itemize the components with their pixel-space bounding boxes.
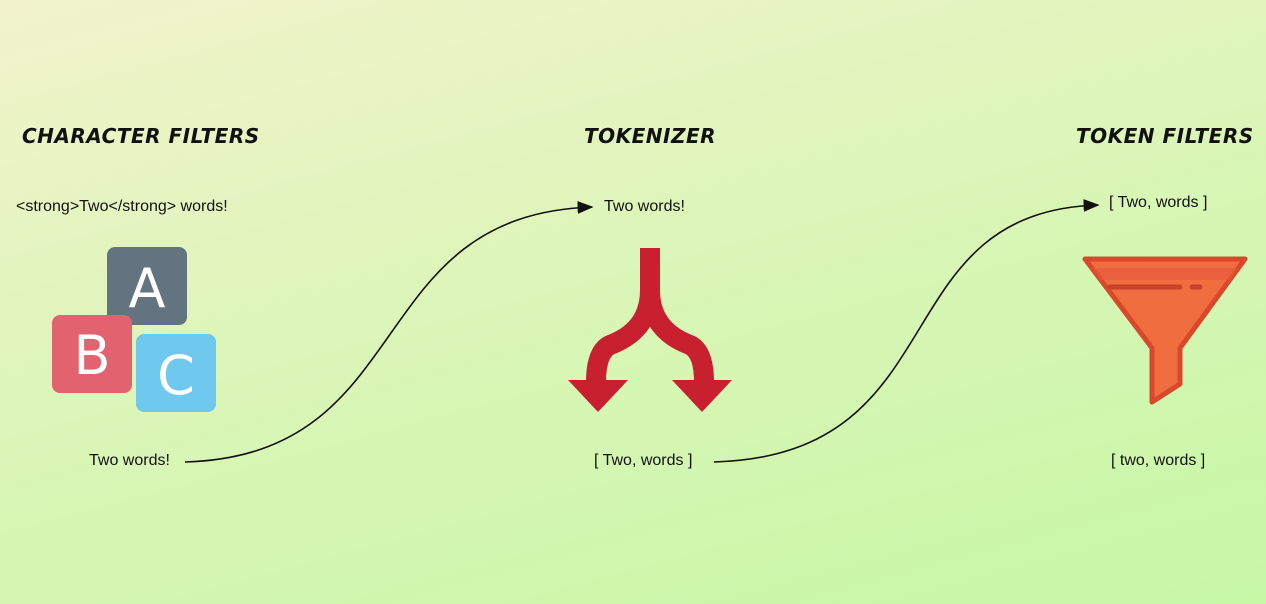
connector-arrow-2 (713, 199, 1100, 463)
tokenizer-output: [ Two, words ] (594, 452, 693, 469)
connector-arrow-1 (184, 201, 594, 463)
block-b-letter: B (73, 324, 110, 387)
funnel-icon (1082, 256, 1248, 405)
token-filters-output: [ two, words ] (1111, 452, 1206, 469)
split-arrows-icon (568, 248, 732, 412)
block-a-letter: A (129, 257, 166, 320)
block-a (107, 247, 187, 325)
block-c (136, 334, 216, 412)
token-filters-input: [ Two, words ] (1109, 194, 1208, 211)
abc-blocks-icon: A B C (52, 247, 216, 412)
tokenizer-title: TOKENIZER (584, 124, 717, 148)
block-c-letter: C (157, 344, 195, 407)
character-filters-title: CHARACTER FILTERS (22, 124, 260, 148)
character-filters-output: Two words! (89, 452, 170, 469)
block-b (52, 315, 132, 393)
token-filters-title: TOKEN FILTERS (1076, 124, 1254, 148)
tokenizer-input: Two words! (604, 198, 685, 215)
character-filters-input: <strong>Two</strong> words! (16, 198, 228, 215)
